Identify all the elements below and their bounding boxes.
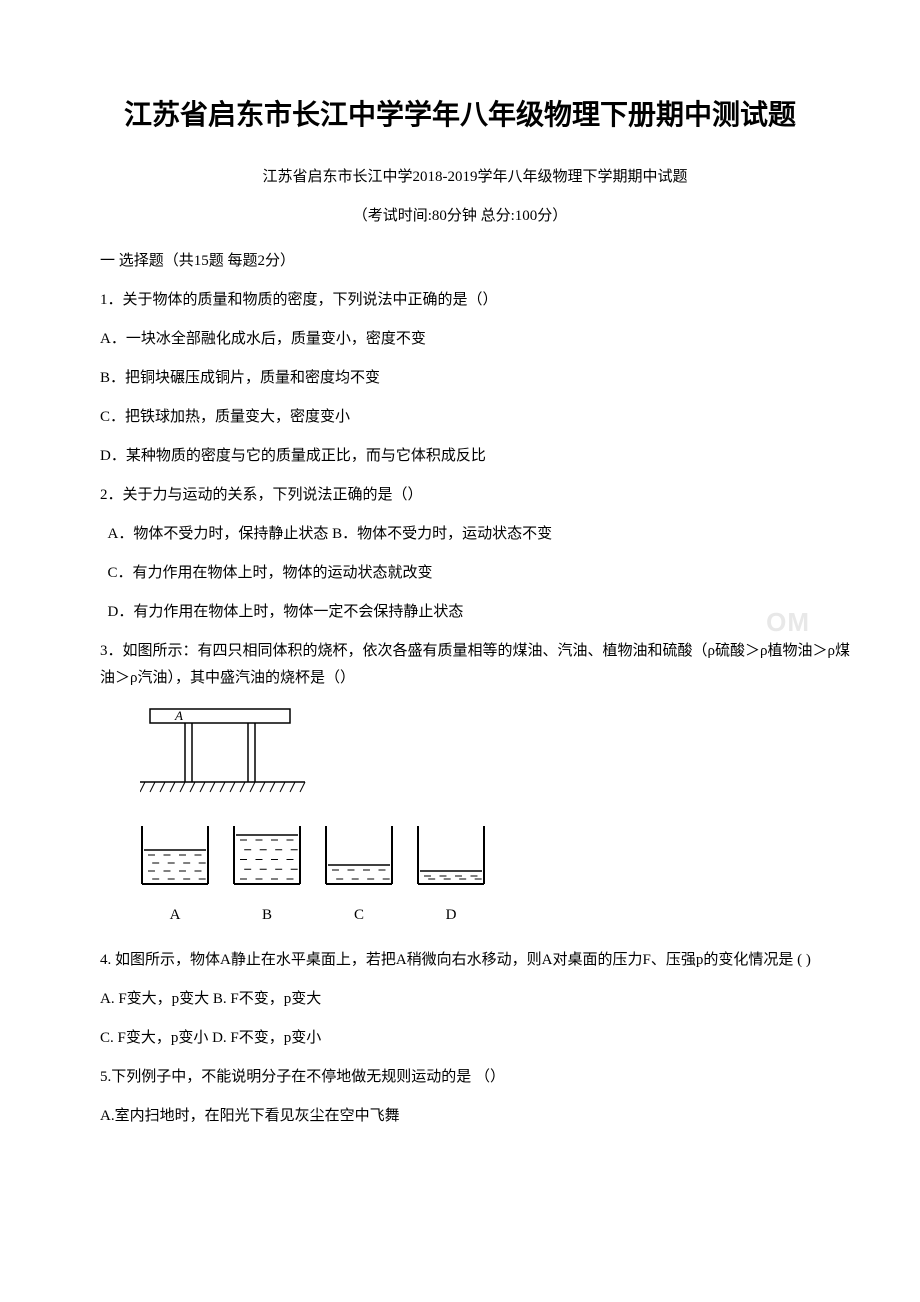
svg-text:A: A — [174, 708, 183, 723]
q2-option-ab: A．物体不受力时，保持静止状态 B．物体不受力时，运动状态不变 — [70, 521, 850, 548]
document-subtitle: 江苏省启东市长江中学2018-2019学年八年级物理下学期期中试题 — [70, 164, 850, 191]
beaker-d: D — [416, 824, 486, 929]
q4-option-ab: A. F变大，p变大 B. F不变，p变大 — [70, 986, 850, 1013]
beaker-c: C — [324, 824, 394, 929]
table-figure: A — [140, 704, 850, 810]
q3-stem: 3．如图所示：有四只相同体积的烧杯，依次各盛有质量相等的煤油、汽油、植物油和硫酸… — [70, 638, 850, 692]
q1-option-a: A．一块冰全部融化成水后，质量变小，密度不变 — [70, 326, 850, 353]
beaker-b: B — [232, 824, 302, 929]
q1-option-c: C．把铁球加热，质量变大，密度变小 — [70, 404, 850, 431]
q2-stem: 2．关于力与运动的关系，下列说法正确的是（） — [70, 482, 850, 509]
q1-stem: 1．关于物体的质量和物质的密度，下列说法中正确的是（） — [70, 287, 850, 314]
document-title: 江苏省启东市长江中学学年八年级物理下册期中测试题 — [70, 90, 850, 140]
q3-stem-text: 3．如图所示：有四只相同体积的烧杯，依次各盛有质量相等的煤油、汽油、植物油和硫酸… — [100, 643, 850, 686]
section-1-header: 一 选择题（共15题 每题2分） — [70, 248, 850, 275]
table-diagram-svg: A — [140, 704, 310, 799]
q4-stem-text: 4. 如图所示，物体A静止在水平桌面上，若把A稍微向右水移动，则A对桌面的压力F… — [100, 952, 811, 968]
q1-option-b: B．把铜块碾压成铜片，质量和密度均不变 — [70, 365, 850, 392]
beaker-row: A B C — [140, 824, 850, 929]
beaker-a: A — [140, 824, 210, 929]
q2-option-c: C．有力作用在物体上时，物体的运动状态就改变 — [70, 560, 850, 587]
q5-stem: 5.下列例子中，不能说明分子在不停地做无规则运动的是 （） — [70, 1064, 850, 1091]
q5-option-a: A.室内扫地时，在阳光下看见灰尘在空中飞舞 — [70, 1103, 850, 1130]
exam-info: （考试时间:80分钟 总分:100分） — [70, 203, 850, 230]
q4-stem: 4. 如图所示，物体A静止在水平桌面上，若把A稍微向右水移动，则A对桌面的压力F… — [70, 947, 850, 974]
q2-option-d: D．有力作用在物体上时，物体一定不会保持静止状态 — [70, 599, 850, 626]
q4-option-cd: C. F变大，p变小 D. F不变，p变小 — [70, 1025, 850, 1052]
q1-option-d: D．某种物质的密度与它的质量成正比，而与它体积成反比 — [70, 443, 850, 470]
